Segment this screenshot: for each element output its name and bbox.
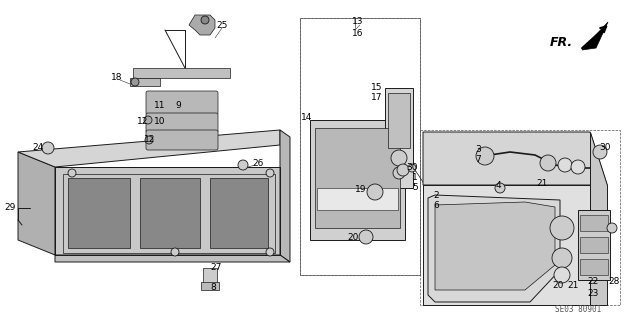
- Text: 21: 21: [536, 179, 548, 188]
- Text: 4: 4: [495, 181, 501, 189]
- Circle shape: [476, 147, 494, 165]
- Text: 5: 5: [412, 183, 418, 192]
- Text: 20: 20: [552, 280, 564, 290]
- Text: 17: 17: [371, 93, 383, 102]
- Circle shape: [391, 150, 407, 166]
- Circle shape: [171, 248, 179, 256]
- Polygon shape: [140, 178, 200, 248]
- Circle shape: [201, 16, 209, 24]
- Polygon shape: [315, 128, 400, 228]
- Circle shape: [131, 78, 139, 86]
- Text: 19: 19: [355, 186, 367, 195]
- Circle shape: [397, 164, 409, 176]
- Text: 16: 16: [352, 28, 364, 38]
- Text: 26: 26: [252, 159, 264, 167]
- Text: FR.: FR.: [550, 35, 573, 48]
- Text: 14: 14: [301, 114, 313, 122]
- Circle shape: [495, 183, 505, 193]
- Text: 30: 30: [599, 144, 611, 152]
- Text: 18: 18: [111, 73, 123, 83]
- FancyBboxPatch shape: [146, 113, 218, 133]
- Circle shape: [607, 223, 617, 233]
- Text: 9: 9: [175, 100, 181, 109]
- Text: 10: 10: [154, 117, 166, 127]
- Bar: [420, 130, 620, 305]
- Polygon shape: [423, 185, 590, 305]
- Circle shape: [145, 136, 153, 144]
- Circle shape: [393, 167, 405, 179]
- Circle shape: [266, 248, 274, 256]
- Circle shape: [408, 164, 416, 172]
- Circle shape: [552, 248, 572, 268]
- Text: 21: 21: [567, 280, 579, 290]
- Text: 15: 15: [371, 84, 383, 93]
- Polygon shape: [189, 15, 215, 35]
- Text: 20: 20: [348, 233, 358, 241]
- Bar: [578, 210, 610, 280]
- Text: 6: 6: [433, 202, 439, 211]
- Polygon shape: [68, 178, 130, 248]
- Text: 25: 25: [216, 20, 228, 29]
- Bar: [63, 174, 275, 253]
- Text: 11: 11: [154, 100, 166, 109]
- Bar: [300, 18, 420, 275]
- Text: 23: 23: [588, 288, 598, 298]
- Polygon shape: [590, 132, 607, 305]
- Polygon shape: [18, 130, 280, 167]
- Polygon shape: [280, 130, 290, 262]
- Text: 2: 2: [433, 190, 439, 199]
- Text: 8: 8: [210, 284, 216, 293]
- Circle shape: [238, 160, 248, 170]
- Circle shape: [266, 169, 274, 177]
- Polygon shape: [310, 120, 405, 240]
- Polygon shape: [582, 22, 608, 50]
- Bar: [203, 268, 217, 286]
- Text: 28: 28: [608, 278, 620, 286]
- Circle shape: [68, 169, 76, 177]
- Circle shape: [540, 155, 556, 171]
- Polygon shape: [428, 195, 560, 302]
- Text: 24: 24: [33, 144, 44, 152]
- Text: 7: 7: [475, 155, 481, 165]
- FancyBboxPatch shape: [146, 91, 218, 115]
- Bar: [388, 93, 410, 148]
- Polygon shape: [385, 88, 413, 188]
- Circle shape: [554, 267, 570, 283]
- Circle shape: [593, 145, 607, 159]
- Text: 27: 27: [211, 263, 221, 272]
- FancyBboxPatch shape: [146, 130, 218, 150]
- Text: 1: 1: [412, 174, 418, 182]
- Bar: [317, 188, 398, 210]
- Bar: [300, 18, 420, 275]
- Text: 13: 13: [352, 18, 364, 26]
- Text: 3: 3: [475, 145, 481, 154]
- Circle shape: [550, 216, 574, 240]
- Circle shape: [144, 116, 152, 124]
- Polygon shape: [133, 68, 230, 78]
- Text: 12: 12: [144, 136, 156, 145]
- Circle shape: [359, 230, 373, 244]
- Polygon shape: [130, 78, 160, 86]
- Bar: [580, 237, 608, 253]
- Text: 29: 29: [4, 203, 16, 211]
- Text: SE03 80901: SE03 80901: [555, 306, 601, 315]
- Bar: [201, 282, 219, 290]
- Polygon shape: [18, 152, 55, 255]
- Polygon shape: [210, 178, 268, 248]
- Polygon shape: [55, 167, 280, 255]
- Circle shape: [367, 184, 383, 200]
- Bar: [580, 215, 608, 231]
- Text: 22: 22: [588, 278, 598, 286]
- Text: 12: 12: [138, 117, 148, 127]
- Bar: [580, 259, 608, 275]
- Text: 30: 30: [406, 162, 418, 172]
- Circle shape: [571, 160, 585, 174]
- Polygon shape: [435, 202, 555, 290]
- Polygon shape: [55, 255, 290, 262]
- Circle shape: [42, 142, 54, 154]
- Circle shape: [558, 158, 572, 172]
- Polygon shape: [423, 132, 607, 185]
